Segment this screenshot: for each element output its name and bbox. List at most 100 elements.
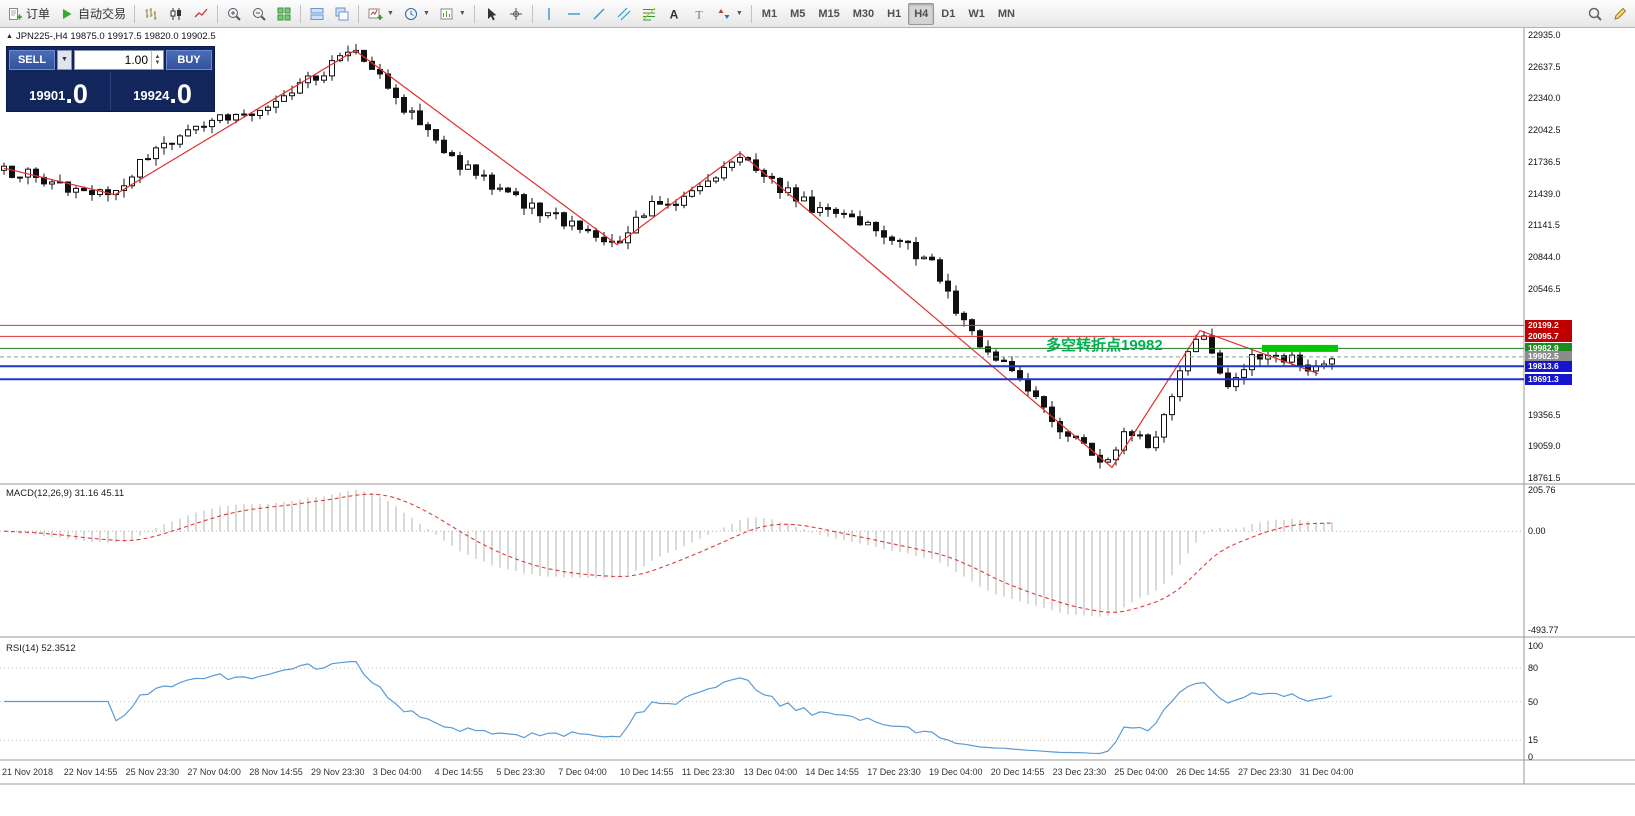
toolbar: 订单 自动交易 ▼ ▼ ▼ A T ▼ M1 M5 M15 M30 H1 H4 D1 W1 MN bbox=[0, 0, 1635, 28]
crosshair-icon bbox=[508, 6, 524, 22]
scale-label: 0 bbox=[1528, 752, 1534, 762]
trendline-icon bbox=[591, 6, 607, 22]
autotrade-button-label: 自动交易 bbox=[78, 7, 127, 21]
candlestick-icon bbox=[168, 6, 184, 22]
channel-button[interactable] bbox=[612, 3, 636, 25]
toolbar-separator bbox=[750, 4, 752, 23]
time-label: 7 Dec 04:00 bbox=[558, 767, 607, 777]
time-label: 23 Dec 23:30 bbox=[1052, 767, 1107, 777]
cascade-windows-button[interactable] bbox=[330, 3, 354, 25]
sell-button[interactable]: SELL bbox=[9, 49, 55, 70]
fibo-icon bbox=[641, 6, 657, 22]
volume-value[interactable]: 1.00 bbox=[124, 52, 148, 67]
buy-price-main: 19924 bbox=[133, 88, 170, 103]
zoom-out-button[interactable] bbox=[247, 3, 271, 25]
scale-label: 21439.0 bbox=[1528, 188, 1561, 199]
vertical-line-button[interactable] bbox=[537, 3, 561, 25]
arrows-button[interactable]: ▼ bbox=[712, 3, 747, 25]
tf-h4[interactable]: H4 bbox=[908, 2, 935, 25]
tf-h4-label: H4 bbox=[914, 7, 929, 20]
scale-label: 100 bbox=[1528, 641, 1544, 651]
arrange-horizontal-button[interactable] bbox=[305, 3, 329, 25]
scale-label: 22042.5 bbox=[1528, 124, 1561, 135]
stepper-up-icon: ▲ bbox=[154, 53, 161, 60]
templates-button[interactable]: ▼ bbox=[435, 3, 470, 25]
tile-icon bbox=[276, 6, 292, 22]
scale-label: 20546.5 bbox=[1528, 283, 1561, 294]
pivot-annotation[interactable]: 多空转折点19982 bbox=[1046, 337, 1163, 354]
search-icon bbox=[1587, 6, 1603, 22]
time-label: 25 Dec 04:00 bbox=[1114, 767, 1168, 777]
tile-windows-button[interactable] bbox=[272, 3, 296, 25]
label-button[interactable]: T bbox=[687, 3, 711, 25]
scale-label: 0.00 bbox=[1528, 526, 1546, 537]
tf-m15-label: M15 bbox=[818, 7, 840, 20]
time-label: 22 Nov 14:55 bbox=[63, 767, 118, 777]
tf-m1-label: M1 bbox=[761, 7, 778, 20]
macd-indicator-label: MACD(12,26,9) 31.16 45.11 bbox=[6, 488, 125, 499]
buy-button[interactable]: BUY bbox=[166, 49, 212, 70]
rsi-indicator-label: RSI(14) 52.3512 bbox=[6, 643, 76, 654]
sell-price[interactable]: 19901 .0 bbox=[7, 72, 111, 110]
crosshair-button[interactable] bbox=[504, 3, 528, 25]
one-click-trading-panel: SELL ▼ 1.00 ▲ ▼ BUY 19901 .0 19924 .0 bbox=[6, 46, 215, 112]
candlestick-chart-button[interactable] bbox=[164, 3, 188, 25]
edit-button[interactable] bbox=[1608, 3, 1632, 25]
time-label: 31 Dec 04:00 bbox=[1299, 767, 1354, 777]
scale-label: 22340.0 bbox=[1528, 93, 1561, 104]
tf-w1-label: W1 bbox=[968, 7, 985, 20]
new-chart-button[interactable]: ▼ bbox=[363, 3, 398, 25]
cursor-button[interactable] bbox=[479, 3, 503, 25]
bar-chart-button[interactable] bbox=[139, 3, 163, 25]
trendline-button[interactable] bbox=[587, 3, 611, 25]
scale-label: 22637.5 bbox=[1528, 61, 1561, 72]
line-chart-button[interactable] bbox=[189, 3, 213, 25]
scale-label: 80 bbox=[1528, 663, 1539, 674]
tf-d1[interactable]: D1 bbox=[935, 3, 961, 25]
symbol-header-text: JPN225-,H4 19875.0 19917.5 19820.0 19902… bbox=[15, 31, 216, 42]
zoom-in-icon bbox=[226, 6, 242, 22]
volume-dropdown-button[interactable]: ▼ bbox=[57, 49, 72, 70]
autotrade-icon bbox=[59, 6, 75, 22]
time-label: 10 Dec 14:55 bbox=[620, 767, 674, 777]
price-tag: 19813.6 bbox=[1525, 360, 1572, 372]
tf-m15[interactable]: M15 bbox=[812, 3, 845, 25]
volume-field[interactable]: 1.00 ▲ ▼ bbox=[74, 49, 164, 70]
scale-label: 22935.0 bbox=[1528, 30, 1561, 40]
newchart-icon bbox=[367, 6, 383, 22]
horizontal-line-button[interactable] bbox=[562, 3, 586, 25]
fibonacci-button[interactable] bbox=[637, 3, 661, 25]
toolbar-separator bbox=[217, 4, 219, 23]
scale-label: 50 bbox=[1528, 696, 1539, 707]
text-button[interactable]: A bbox=[662, 3, 686, 25]
period-clock-button[interactable]: ▼ bbox=[399, 3, 434, 25]
symbol-marker-icon[interactable]: ▲ bbox=[6, 33, 13, 40]
search-button[interactable] bbox=[1583, 3, 1607, 25]
time-label: 27 Dec 23:30 bbox=[1238, 767, 1292, 777]
time-label: 25 Nov 23:30 bbox=[125, 767, 180, 777]
time-label: 29 Nov 23:30 bbox=[311, 767, 365, 777]
tf-h1[interactable]: H1 bbox=[881, 3, 907, 25]
tf-w1[interactable]: W1 bbox=[962, 3, 991, 25]
time-label: 13 Dec 04:00 bbox=[743, 767, 798, 777]
tf-m1[interactable]: M1 bbox=[756, 3, 783, 25]
svg-text:A: A bbox=[670, 7, 679, 21]
chevron-down-icon: ▼ bbox=[735, 10, 743, 17]
volume-stepper[interactable]: ▲ ▼ bbox=[151, 50, 163, 69]
buy-price[interactable]: 19924 .0 bbox=[111, 72, 214, 110]
tf-mn-label: MN bbox=[997, 7, 1015, 20]
cascade-icon bbox=[334, 6, 350, 22]
zoom-in-button[interactable] bbox=[222, 3, 246, 25]
new-order-button-label: 订单 bbox=[26, 7, 51, 21]
tf-m5[interactable]: M5 bbox=[784, 3, 811, 25]
scale-label: 19356.5 bbox=[1528, 409, 1561, 420]
new-order-button[interactable]: 订单 bbox=[3, 3, 54, 25]
tf-mn[interactable]: MN bbox=[992, 3, 1021, 25]
tf-m30[interactable]: M30 bbox=[847, 3, 880, 25]
hline-icon bbox=[566, 6, 582, 22]
cursor-icon bbox=[483, 6, 499, 22]
scale-label: -493.77 bbox=[1528, 625, 1559, 635]
tf-m30-label: M30 bbox=[852, 7, 875, 20]
autotrade-button[interactable]: 自动交易 bbox=[55, 3, 130, 25]
